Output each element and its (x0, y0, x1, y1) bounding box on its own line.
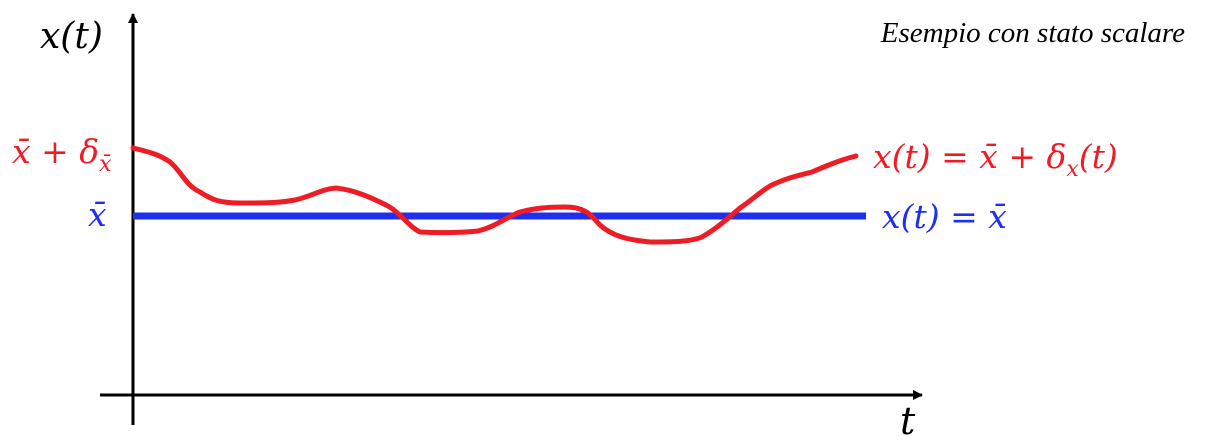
perturbed-curve-label: x(t) = x̄ + δx(t) (873, 137, 1118, 182)
perturbed-curve-label-tail: (t) (1079, 137, 1118, 176)
perturbed-level-main: x̄ + δ (12, 132, 99, 171)
y-axis-label: x(t) (40, 16, 103, 57)
equilibrium-curve-label: x(t) = x̄ (882, 197, 1007, 236)
perturbed-level-subscript: x̄ (99, 152, 112, 177)
caption: Esempio con stato scalare (880, 17, 1185, 49)
perturbed-curve-label-main: x(t) = x̄ + δ (873, 137, 1066, 176)
perturbed-level-label: x̄ + δx̄ (12, 132, 112, 177)
equilibrium-level-label: x̄ (88, 195, 107, 234)
perturbed-trajectory (130, 145, 859, 245)
x-axis-label: t (900, 399, 916, 442)
perturbed-curve-label-sub: x (1066, 157, 1079, 182)
